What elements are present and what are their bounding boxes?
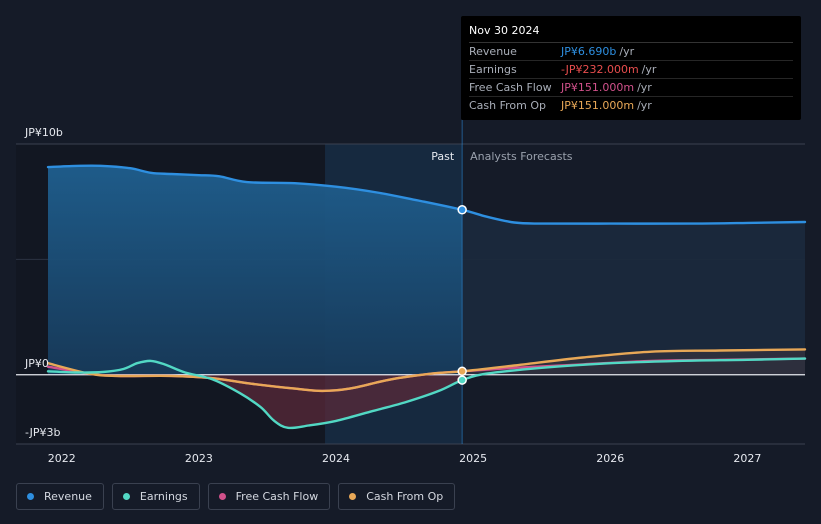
tooltip-unit: /yr <box>637 99 652 112</box>
tooltip: Nov 30 2024 Revenue JP¥6.690b /yr Earnin… <box>461 16 801 120</box>
y-label-bottom: -JP¥3b <box>25 426 60 439</box>
tooltip-value: JP¥6.690b <box>561 45 617 58</box>
legend-item-revenue[interactable]: Revenue <box>16 483 104 510</box>
x-tick-label: 2027 <box>733 452 761 465</box>
legend-dot-icon <box>27 493 34 500</box>
legend-label: Earnings <box>139 490 188 503</box>
y-label-zero: JP¥0 <box>24 357 49 370</box>
legend-label: Revenue <box>44 490 92 503</box>
revenue-area-past <box>48 165 463 375</box>
legend-item-earnings[interactable]: Earnings <box>111 483 200 510</box>
revenue-point <box>457 205 467 215</box>
x-tick-label: 2025 <box>459 452 487 465</box>
legend-item-free-cash-flow[interactable]: Free Cash Flow <box>207 483 331 510</box>
legend: Revenue Earnings Free Cash Flow Cash Fro… <box>16 483 456 510</box>
legend-dot-icon <box>122 493 130 500</box>
legend-item-cash-from-op[interactable]: Cash From Op <box>338 483 456 510</box>
x-tick-label: 2024 <box>322 452 350 465</box>
tooltip-row-cash-from-op: Cash From Op JP¥151.000m /yr <box>469 97 793 114</box>
y-label-top: JP¥10b <box>24 126 63 139</box>
tooltip-unit: /yr <box>641 63 657 76</box>
tooltip-row-free-cash-flow: Free Cash Flow JP¥151.000m /yr <box>469 79 793 97</box>
tooltip-label: Cash From Op <box>469 99 547 112</box>
tooltip-value: -JP¥232.000m <box>561 63 639 76</box>
past-label: Past <box>431 150 455 163</box>
cash-from-op-line <box>46 348 807 393</box>
legend-label: Free Cash Flow <box>235 490 319 503</box>
chart-canvas: JP¥10b JP¥0 -JP¥3b Past Analysts Forecasts 20… <box>16 120 807 465</box>
tooltip-label: Revenue <box>469 45 517 58</box>
tooltip-label: Earnings <box>469 63 517 76</box>
cash-from-op-point <box>457 366 467 377</box>
revenue-area-forecast <box>462 209 805 375</box>
x-tick-label: 2026 <box>596 452 624 465</box>
tooltip-value: JP¥151.000m <box>561 81 635 94</box>
legend-label: Cash From Op <box>366 490 444 503</box>
revenue-line <box>46 164 807 225</box>
tooltip-value: JP¥151.000m <box>561 99 635 112</box>
legend-dot-icon <box>218 493 226 500</box>
x-tick-label: 2023 <box>185 452 213 465</box>
earnings-line <box>46 357 807 430</box>
legend-dot-icon <box>349 493 357 500</box>
forecast-label: Analysts Forecasts <box>470 150 573 163</box>
x-tick-label: 2022 <box>48 452 76 465</box>
tooltip-row-revenue: Revenue JP¥6.690b /yr <box>469 43 793 61</box>
tooltip-row-earnings: Earnings -JP¥232.000m /yr <box>469 61 793 79</box>
tooltip-unit: /yr <box>637 81 652 94</box>
tooltip-label: Free Cash Flow <box>469 81 552 94</box>
earnings-point <box>457 375 467 385</box>
tooltip-date: Nov 30 2024 <box>469 22 793 43</box>
tooltip-unit: /yr <box>619 45 635 58</box>
